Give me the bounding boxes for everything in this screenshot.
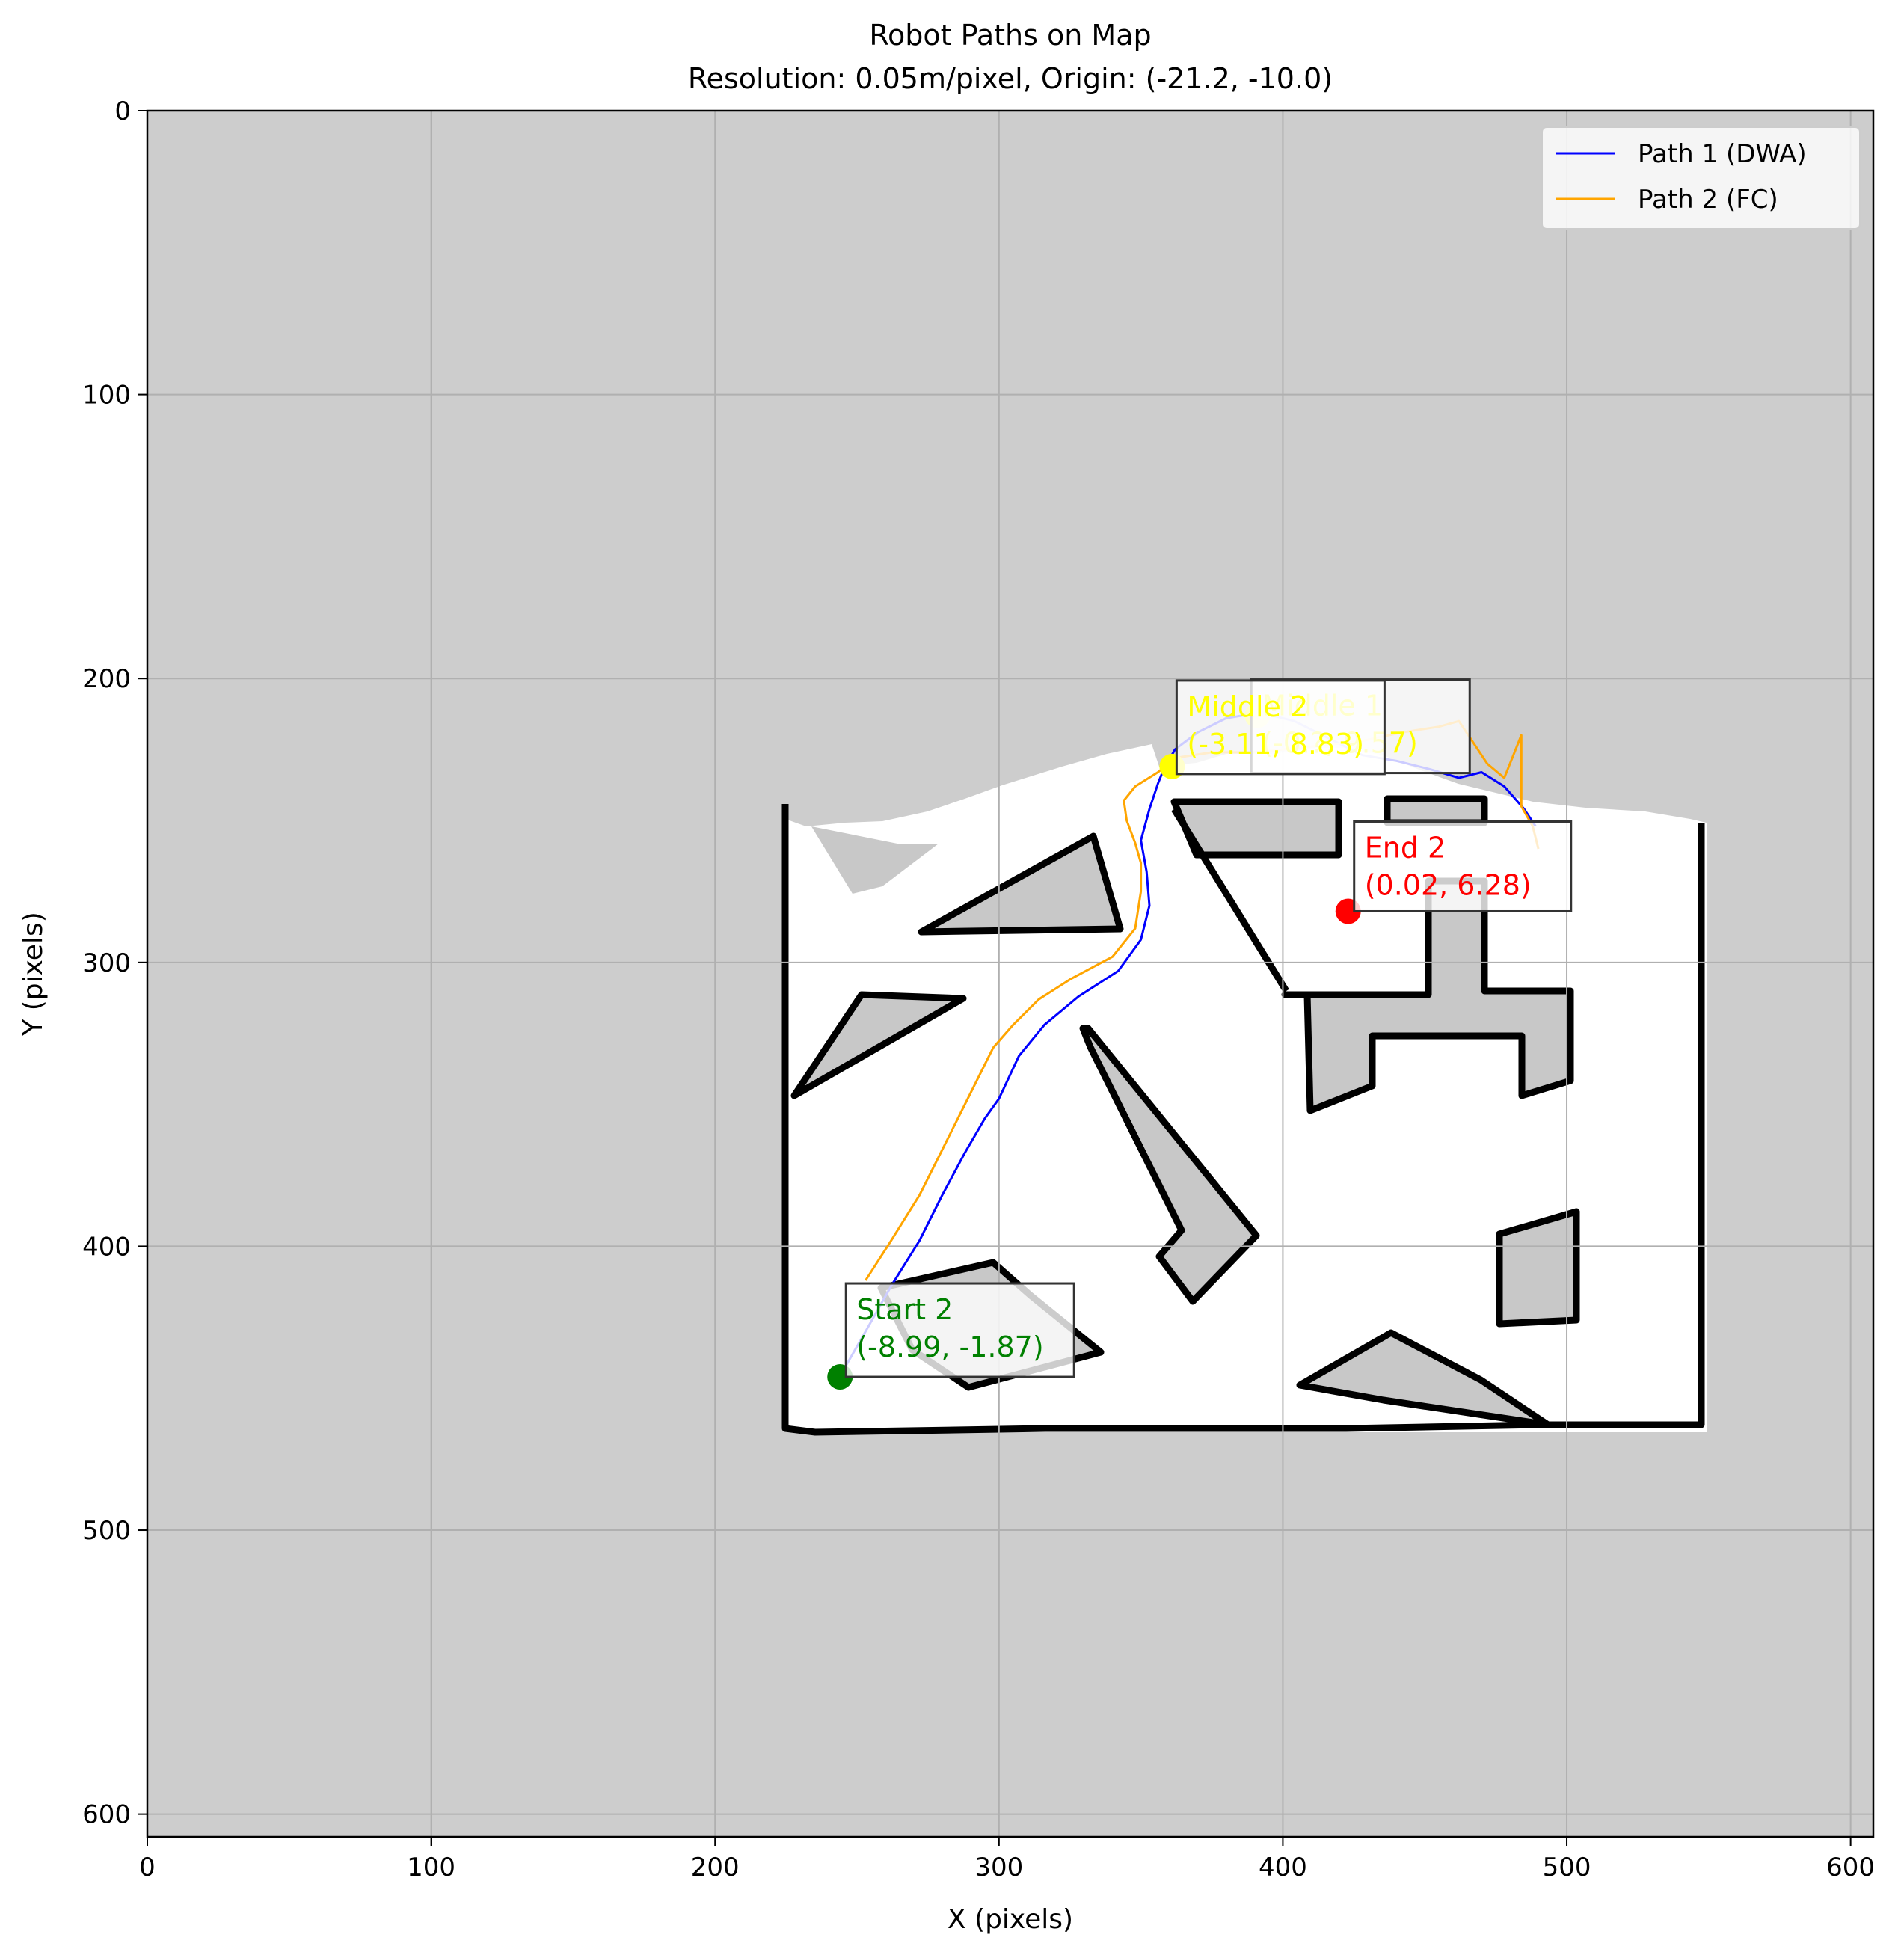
axes: 0 100 200 300 400 500 600 0 100 200 300 400 500 600 xyxy=(82,96,1875,1882)
x-tick-label: 0 xyxy=(139,1853,156,1882)
legend: Path 1 (DWA) Path 2 (FC) xyxy=(1541,126,1861,230)
chart-title: Robot Paths on Map xyxy=(869,19,1151,52)
y-tick-label: 200 xyxy=(82,664,131,694)
marker-start-2: Start 2 (-8.99, -1.87) xyxy=(827,1282,1075,1390)
marker-layer: Start 2 (-8.99, -1.87) End 2 (0.02, 6.28) Mi… xyxy=(827,678,1573,1390)
outer-wall xyxy=(781,804,1705,1436)
x-tick-label: 600 xyxy=(1826,1853,1875,1882)
x-tick-label: 500 xyxy=(1543,1853,1591,1882)
y-tick-label: 0 xyxy=(114,96,131,126)
legend-box xyxy=(1541,126,1861,230)
marker-middle-2: Middle 2 (-3.11, 8.83) xyxy=(1159,679,1386,779)
marker-end-2: End 2 (0.02, 6.28) xyxy=(1335,820,1573,924)
obstacle-triangle-top-left xyxy=(918,832,1124,936)
annotation-coords: (-8.99, -1.87) xyxy=(856,1331,1043,1363)
annotation-label: Middle 2 xyxy=(1187,690,1308,723)
diagonal-wall xyxy=(1171,807,1289,993)
annotation-box xyxy=(1353,820,1573,912)
obstacle-room-right xyxy=(1496,1208,1580,1328)
obstacle-bottom-mid xyxy=(1296,1329,1552,1428)
grid xyxy=(147,111,1873,1837)
y-tick-label: 400 xyxy=(82,1232,131,1262)
x-axis-label: X (pixels) xyxy=(948,1904,1073,1935)
x-tick-label: 200 xyxy=(691,1853,740,1882)
annotation-box xyxy=(1175,679,1386,776)
obstacle-diagonal xyxy=(1079,1025,1260,1305)
legend-label-path-1: Path 1 (DWA) xyxy=(1638,139,1807,169)
x-tick-label: 100 xyxy=(407,1853,455,1882)
y-tick-label: 100 xyxy=(82,381,131,411)
unknown-patch xyxy=(811,826,939,894)
x-tick-label: 400 xyxy=(1259,1853,1307,1882)
legend-label-path-2: Path 2 (FC) xyxy=(1638,185,1778,215)
plot-frame xyxy=(146,109,1875,1838)
annotation-label: Start 2 xyxy=(856,1293,953,1326)
x-tick-label: 300 xyxy=(974,1853,1023,1882)
chart-subtitle: Resolution: 0.05m/pixel, Origin: (-21.2,… xyxy=(688,62,1333,95)
y-tick-label: 500 xyxy=(82,1516,131,1546)
annotation-label: End 2 xyxy=(1365,831,1446,864)
series-line-2 xyxy=(865,719,1540,1281)
annotation-box xyxy=(844,1282,1075,1378)
y-axis-label: Y (pixels) xyxy=(18,912,49,1036)
y-tick-label: 600 xyxy=(82,1800,131,1830)
y-tick-label: 300 xyxy=(82,948,131,978)
obstacle-room-top-right xyxy=(1384,795,1488,826)
obstacle-triangle-left xyxy=(790,991,967,1099)
annotation-coords: (-3.11, 8.83) xyxy=(1187,728,1364,761)
annotation-coords: (0.02, 6.28) xyxy=(1365,868,1532,901)
